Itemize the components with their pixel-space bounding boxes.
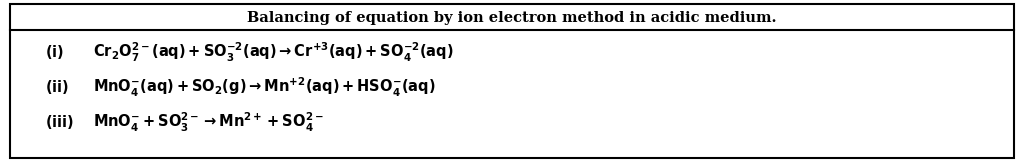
- Text: $\mathbf{MnO_4^{-}+SO_3^{2-}\rightarrow Mn^{2+}+SO_4^{2-}}$: $\mathbf{MnO_4^{-}+SO_3^{2-}\rightarrow …: [93, 110, 324, 134]
- Text: $\mathbf{(iii)}$: $\mathbf{(iii)}$: [45, 113, 74, 131]
- Text: $\mathbf{(ii)}$: $\mathbf{(ii)}$: [45, 78, 69, 96]
- Text: $\mathbf{(i)}$: $\mathbf{(i)}$: [45, 43, 65, 61]
- Text: $\mathbf{MnO_4^{-}(aq)+SO_2(g)\rightarrow Mn^{+2}(aq)+HSO_4^{-}(aq)}$: $\mathbf{MnO_4^{-}(aq)+SO_2(g)\rightarro…: [93, 75, 435, 99]
- Text: Balancing of equation by ion electron method in acidic medium.: Balancing of equation by ion electron me…: [247, 11, 777, 25]
- Text: $\mathbf{Cr_2O_7^{2-}(aq)+SO_3^{-2}(aq)\rightarrow Cr^{+3}(aq)+SO_4^{-2}(aq)}$: $\mathbf{Cr_2O_7^{2-}(aq)+SO_3^{-2}(aq)\…: [93, 40, 454, 64]
